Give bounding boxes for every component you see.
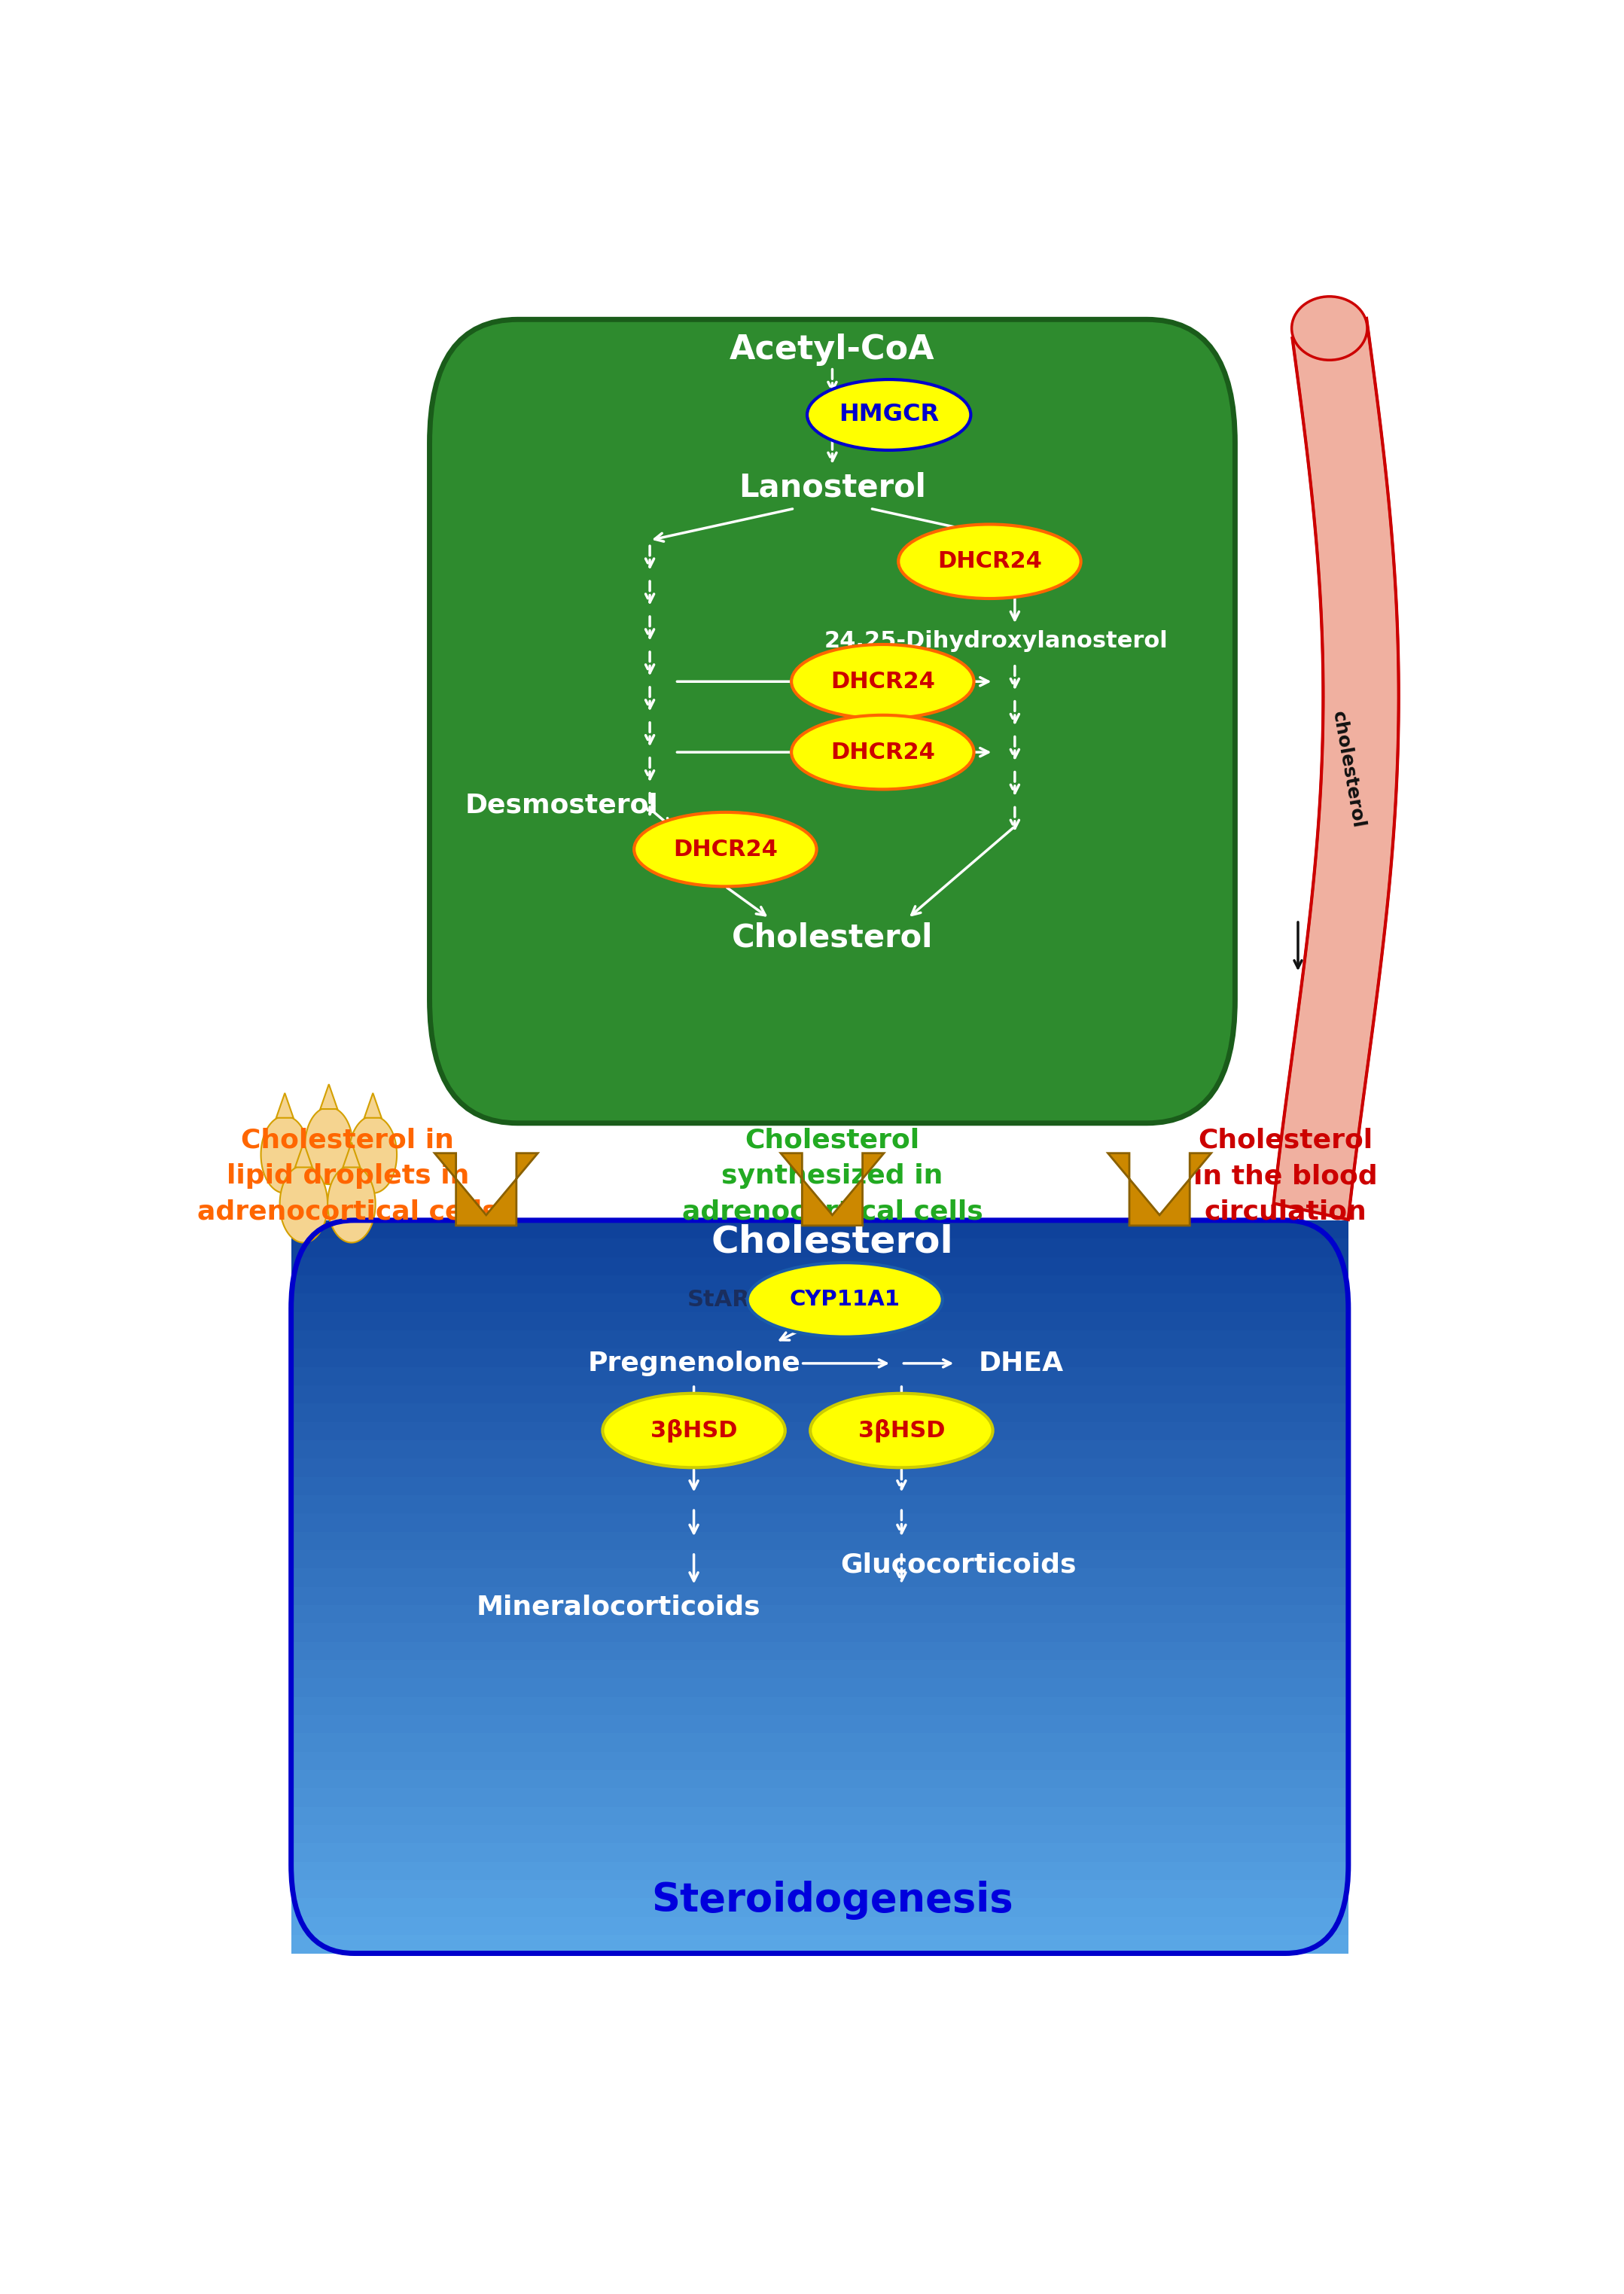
- Text: Acetyl-CoA: Acetyl-CoA: [729, 333, 935, 365]
- FancyBboxPatch shape: [291, 1624, 1348, 1643]
- Polygon shape: [276, 1092, 294, 1117]
- FancyBboxPatch shape: [291, 1918, 1348, 1936]
- Polygon shape: [781, 1154, 883, 1225]
- FancyBboxPatch shape: [291, 1661, 1348, 1679]
- FancyBboxPatch shape: [291, 1771, 1348, 1789]
- Ellipse shape: [633, 812, 817, 885]
- Text: 3βHSD: 3βHSD: [650, 1418, 737, 1443]
- FancyBboxPatch shape: [291, 1936, 1348, 1954]
- Text: DHCR24: DHCR24: [672, 837, 778, 860]
- Text: Glucocorticoids: Glucocorticoids: [840, 1553, 1077, 1578]
- Text: 24,25-Dihydroxylanosterol: 24,25-Dihydroxylanosterol: [823, 631, 1168, 651]
- Ellipse shape: [791, 716, 974, 789]
- FancyBboxPatch shape: [291, 1606, 1348, 1624]
- Polygon shape: [296, 1142, 312, 1168]
- FancyBboxPatch shape: [291, 1331, 1348, 1349]
- FancyBboxPatch shape: [291, 1441, 1348, 1459]
- FancyBboxPatch shape: [291, 1514, 1348, 1532]
- FancyBboxPatch shape: [291, 1808, 1348, 1826]
- Polygon shape: [435, 1154, 538, 1225]
- Text: Mineralocorticoids: Mineralocorticoids: [476, 1594, 760, 1620]
- Text: cholesterol: cholesterol: [1328, 709, 1367, 830]
- Text: Cholesterol
in the blood
circulation: Cholesterol in the blood circulation: [1194, 1129, 1377, 1225]
- FancyBboxPatch shape: [291, 1734, 1348, 1753]
- FancyBboxPatch shape: [291, 1459, 1348, 1477]
- FancyBboxPatch shape: [291, 1881, 1348, 1899]
- FancyBboxPatch shape: [291, 1844, 1348, 1863]
- FancyBboxPatch shape: [291, 1312, 1348, 1331]
- Polygon shape: [1273, 319, 1398, 1220]
- FancyBboxPatch shape: [291, 1496, 1348, 1514]
- Polygon shape: [1108, 1154, 1212, 1225]
- FancyBboxPatch shape: [291, 1899, 1348, 1918]
- FancyBboxPatch shape: [291, 1716, 1348, 1734]
- FancyBboxPatch shape: [291, 1587, 1348, 1606]
- FancyBboxPatch shape: [291, 1863, 1348, 1881]
- Text: HMGCR: HMGCR: [840, 404, 939, 427]
- FancyBboxPatch shape: [429, 319, 1234, 1124]
- Text: 3βHSD: 3βHSD: [857, 1418, 945, 1443]
- FancyBboxPatch shape: [291, 1532, 1348, 1551]
- FancyBboxPatch shape: [291, 1239, 1348, 1257]
- Text: DHCR24: DHCR24: [830, 670, 935, 693]
- FancyBboxPatch shape: [291, 1275, 1348, 1294]
- Ellipse shape: [603, 1392, 784, 1468]
- Ellipse shape: [1291, 296, 1367, 360]
- Polygon shape: [305, 1108, 352, 1184]
- Polygon shape: [328, 1165, 375, 1243]
- FancyBboxPatch shape: [291, 1643, 1348, 1661]
- Text: Lanosterol: Lanosterol: [739, 473, 926, 502]
- Text: Pregnenolone: Pregnenolone: [588, 1351, 801, 1376]
- Polygon shape: [349, 1115, 396, 1193]
- FancyBboxPatch shape: [291, 1220, 1348, 1239]
- FancyBboxPatch shape: [291, 1404, 1348, 1422]
- FancyBboxPatch shape: [291, 1679, 1348, 1698]
- FancyBboxPatch shape: [291, 1753, 1348, 1771]
- FancyBboxPatch shape: [291, 1569, 1348, 1587]
- Ellipse shape: [810, 1392, 992, 1468]
- Ellipse shape: [898, 525, 1082, 599]
- Text: StAR: StAR: [687, 1289, 750, 1310]
- FancyBboxPatch shape: [291, 1698, 1348, 1716]
- Polygon shape: [320, 1085, 338, 1108]
- Text: Cholesterol: Cholesterol: [711, 1223, 953, 1259]
- FancyBboxPatch shape: [291, 1349, 1348, 1367]
- Polygon shape: [343, 1142, 361, 1168]
- FancyBboxPatch shape: [291, 1551, 1348, 1569]
- FancyBboxPatch shape: [291, 1422, 1348, 1441]
- Text: Steroidogenesis: Steroidogenesis: [651, 1881, 1013, 1920]
- Text: Cholesterol
synthesized in
adrenocortical cells: Cholesterol synthesized in adrenocortica…: [682, 1129, 983, 1225]
- Ellipse shape: [807, 379, 971, 450]
- Text: DHCR24: DHCR24: [830, 741, 935, 764]
- FancyBboxPatch shape: [291, 1367, 1348, 1386]
- FancyBboxPatch shape: [291, 1386, 1348, 1404]
- Ellipse shape: [747, 1262, 942, 1337]
- Text: Desmosterol: Desmosterol: [464, 791, 658, 819]
- FancyBboxPatch shape: [291, 1477, 1348, 1496]
- Polygon shape: [261, 1115, 309, 1193]
- Text: DHCR24: DHCR24: [937, 551, 1043, 571]
- Text: Cholesterol in
lipid droplets in
adrenocortical cells: Cholesterol in lipid droplets in adrenoc…: [197, 1129, 499, 1225]
- Text: Cholesterol: Cholesterol: [732, 922, 932, 954]
- Polygon shape: [364, 1092, 382, 1117]
- FancyBboxPatch shape: [291, 1257, 1348, 1275]
- FancyBboxPatch shape: [291, 1789, 1348, 1808]
- Polygon shape: [279, 1165, 328, 1243]
- Text: DHEA: DHEA: [979, 1351, 1064, 1376]
- FancyBboxPatch shape: [291, 1294, 1348, 1312]
- Ellipse shape: [791, 645, 974, 718]
- FancyBboxPatch shape: [291, 1826, 1348, 1844]
- Text: CYP11A1: CYP11A1: [789, 1289, 900, 1310]
